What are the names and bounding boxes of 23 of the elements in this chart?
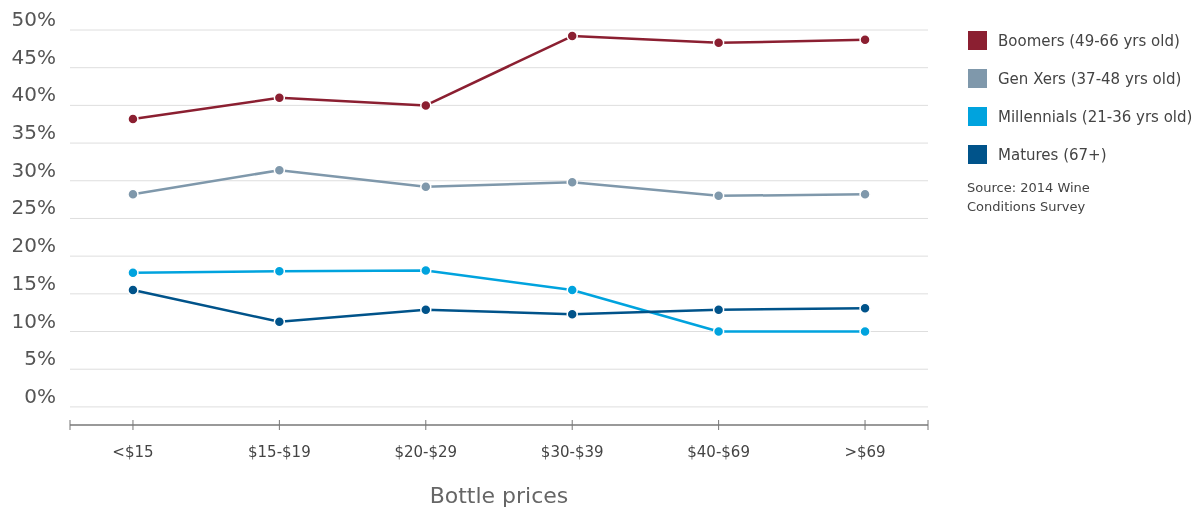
x-tick-label: $40-$69 xyxy=(687,443,750,461)
y-tick-label: 40% xyxy=(11,82,56,107)
x-axis-title: Bottle prices xyxy=(429,483,569,508)
y-tick-label: 15% xyxy=(11,270,56,295)
y-tick-label: 50% xyxy=(11,7,56,31)
legend-label: Boomers (49-66 yrs old) xyxy=(998,32,1180,50)
source-note: Source: 2014 Wine Conditions Survey xyxy=(967,180,1090,214)
legend-label: Gen Xers (37-48 yrs old) xyxy=(998,70,1182,88)
y-tick-label: 30% xyxy=(11,157,56,182)
y-tick-label: 25% xyxy=(11,195,56,220)
x-tick-label: $20-$29 xyxy=(394,443,458,461)
y-tick-label: 45% xyxy=(11,44,56,69)
y-tick-label: 10% xyxy=(11,308,56,333)
x-tick-label: <$15 xyxy=(112,443,154,461)
y-tick-label: 0% xyxy=(24,383,56,408)
legend-label: Millennials (21-36 yrs old) xyxy=(998,108,1193,126)
x-tick-label: $15-$19 xyxy=(248,443,311,461)
y-tick-label: 35% xyxy=(11,120,56,145)
y-tick-label: 5% xyxy=(24,346,56,371)
x-tick-label: $30-$39 xyxy=(540,443,604,461)
y-tick-label: 20% xyxy=(11,233,56,258)
legend-label: Matures (67+) xyxy=(998,146,1107,164)
x-tick-label: >$69 xyxy=(844,443,886,461)
